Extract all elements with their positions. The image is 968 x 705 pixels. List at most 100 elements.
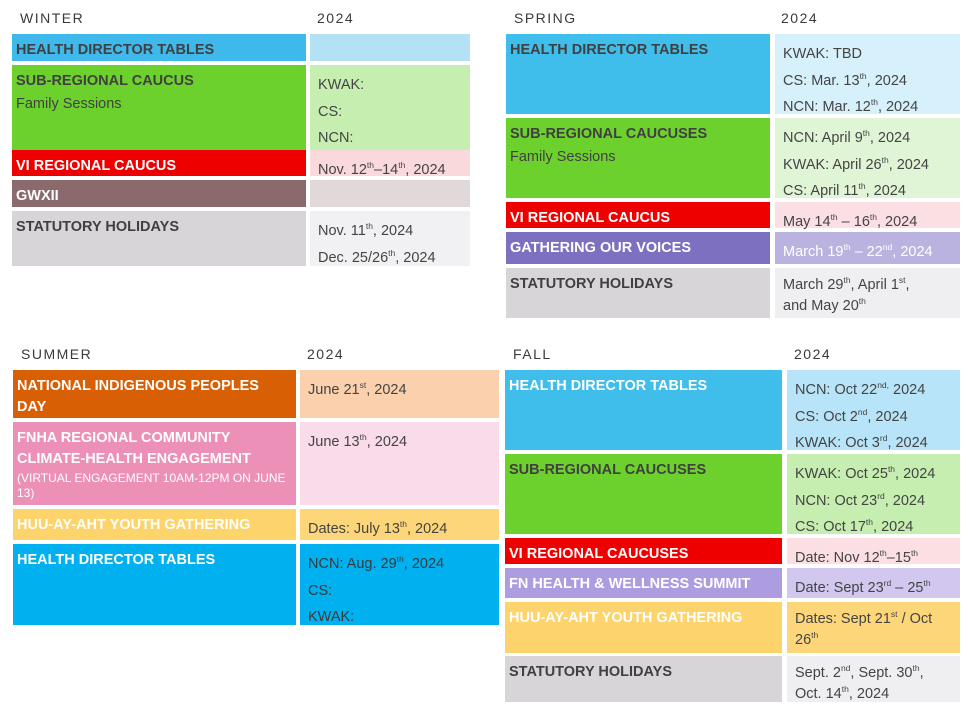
winter-row-statutory-date-line: Nov. 11th, 2024 — [318, 221, 414, 239]
winter-row-statutory-dates-cell: Nov. 11th, 2024 Dec. 25/26th, 2024 — [310, 211, 470, 266]
summer-row-health-director: HEALTH DIRECTOR TABLES NCN: Aug. 29th, 20… — [13, 544, 499, 625]
winter-row-vi-regional: VI REGIONAL CAUCUS Nov. 12th–14th, 2024 — [12, 150, 470, 178]
winter-row-sub-regional-label: SUB-REGIONAL CAUCUS — [16, 73, 194, 89]
summer-row-climate-health-label: FNHA REGIONAL COMMUNITY CLIMATE-HEALTH E… — [17, 430, 251, 467]
summer-row-health-director-date-line: NCN: Aug. 29th, 2024 — [308, 554, 445, 572]
fall-row-health-director-dates-cell: NCN: Oct 22nd, 2024 CS: Oct 2nd, 2024 KWAK… — [787, 370, 960, 451]
fall-row-statutory: STATUTORY HOLIDAYS Sept. 2nd, Sept. 30th,… — [505, 656, 960, 702]
fall-row-wellness-summit: FN HEALTH & WELLNESS SUMMIT Date: Sept 23… — [505, 568, 960, 598]
fall-row-wellness-summit-label: FN HEALTH & WELLNESS SUMMIT — [509, 576, 751, 592]
winter-row-vi-regional-label-cell: VI REGIONAL CAUCUS — [12, 150, 306, 176]
winter-row-gwxii-label: GWXII — [16, 188, 59, 204]
spring-row-statutory-date-line: March 29th, April 1st, — [783, 275, 910, 293]
summer-row-youth-gathering-dates-cell: Dates: July 13th, 2024 — [300, 509, 499, 540]
winter-row-statutory-label: STATUTORY HOLIDAYS — [16, 219, 180, 235]
summer-row-youth-gathering-date-line: Dates: July 13th, 2024 — [308, 519, 448, 537]
fall-row-health-director-date-line: CS: Oct 2nd, 2024 — [795, 406, 908, 425]
winter-row-gwxii-dates-cell — [310, 180, 470, 207]
fall-row-health-director-label-cell: HEALTH DIRECTOR TABLES — [505, 370, 782, 450]
fall-row-vi-regional-date-line: Date: Nov 12th–15th — [795, 548, 919, 566]
summer-header: SUMMER — [21, 346, 93, 362]
spring-row-vi-regional: VI REGIONAL CAUCUS May 14th – 16th, 2024 — [506, 202, 960, 230]
spring-row-sub-regional-date-line: NCN: April 9th, 2024 — [783, 128, 911, 146]
spring-row-health-director-label-cell: HEALTH DIRECTOR TABLES — [506, 34, 770, 114]
winter-row-gwxii-label-cell: GWXII — [12, 180, 306, 207]
spring-row-gathering-voices-label-cell: GATHERING OUR VOICES — [506, 232, 770, 264]
fall-row-statutory-label-cell: STATUTORY HOLIDAYS — [505, 656, 782, 702]
fall-row-health-director-label: HEALTH DIRECTOR TABLES — [509, 378, 708, 394]
winter-row-sub-regional-date-line: KWAK: — [318, 77, 365, 93]
fall-row-wellness-summit-label-cell: FN HEALTH & WELLNESS SUMMIT — [505, 568, 782, 598]
summer-section: SUMMER 2024 NATIONAL INDIGENOUS PEOPLES … — [13, 346, 499, 625]
winter-row-vi-regional-dates-cell: Nov. 12th–14th, 2024 — [310, 150, 470, 178]
spring-row-statutory-label: STATUTORY HOLIDAYS — [510, 276, 674, 292]
summer-row-health-director-label-cell: HEALTH DIRECTOR TABLES — [13, 544, 296, 625]
fall-row-statutory-label: STATUTORY HOLIDAYS — [509, 664, 673, 680]
summer-row-health-director-label: HEALTH DIRECTOR TABLES — [17, 552, 216, 568]
spring-row-statutory-dates-cell: March 29th, April 1st, and May 20th — [775, 268, 960, 318]
spring-section: SPRING 2024 HEALTH DIRECTOR TABLES KWAK: … — [506, 10, 960, 318]
spring-row-health-director-label: HEALTH DIRECTOR TABLES — [510, 42, 709, 58]
spring-row-sub-regional-label: SUB-REGIONAL CAUCUSES — [510, 126, 708, 142]
summer-row-climate-health: FNHA REGIONAL COMMUNITY CLIMATE-HEALTH E… — [13, 422, 499, 505]
winter-row-statutory-date-line: Dec. 25/26th, 2024 — [318, 247, 436, 266]
winter-row-sub-regional-date-line: NCN: — [318, 130, 354, 146]
fall-row-sub-regional-date-line: NCN: Oct 23rd, 2024 — [795, 490, 926, 509]
fall-row-youth-gathering-dates-cell: Dates: Sept 21st / Oct 26th — [787, 602, 960, 653]
summer-row-health-director-date-line: KWAK: — [308, 609, 355, 625]
winter-section: WINTER 2024 HEALTH DIRECTOR TABLES SUB-R… — [12, 10, 470, 266]
spring-row-statutory-date-line: and May 20th — [783, 296, 866, 314]
winter-row-sub-regional-date-line: CS: — [318, 103, 343, 120]
fall-row-health-director-date-line: KWAK: Oct 3rd, 2024 — [795, 433, 928, 451]
summer-row-youth-gathering-label-cell: HUU-AY-AHT YOUTH GATHERING — [13, 509, 296, 540]
winter-row-sub-regional-sublabel: Family Sessions — [16, 96, 122, 112]
spring-row-gathering-voices: GATHERING OUR VOICES March 19th – 22nd, 2… — [506, 232, 960, 264]
fall-row-health-director: HEALTH DIRECTOR TABLES NCN: Oct 22nd, 202… — [505, 370, 960, 451]
spring-row-health-director-date-line: CS: Mar. 13th, 2024 — [783, 70, 907, 89]
fall-section: FALL 2024 HEALTH DIRECTOR TABLES NCN: Oct… — [505, 346, 960, 702]
spring-row-sub-regional: SUB-REGIONAL CAUCUSES Family Sessions NCN:… — [506, 118, 960, 199]
fall-row-health-director-date-line: NCN: Oct 22nd, 2024 — [795, 380, 926, 398]
spring-row-statutory-label-cell: STATUTORY HOLIDAYS — [506, 268, 770, 318]
summer-row-indigenous-day: NATIONAL INDIGENOUS PEOPLES DAY June 21st… — [13, 370, 499, 418]
summer-row-youth-gathering: HUU-AY-AHT YOUTH GATHERING Dates: July 13… — [13, 509, 499, 540]
fall-row-youth-gathering-date-line: 26th — [795, 630, 819, 648]
fall-row-vi-regional-dates-cell: Date: Nov 12th–15th — [787, 538, 960, 566]
fall-row-sub-regional: SUB-REGIONAL CAUCUSES KWAK: Oct 25th, 202… — [505, 454, 960, 535]
summer-row-climate-health-dates-cell: June 13th, 2024 — [300, 422, 499, 505]
spring-row-sub-regional-dates-cell: NCN: April 9th, 2024 KWAK: April 26th, 20… — [775, 118, 960, 199]
spring-row-sub-regional-label-cell: SUB-REGIONAL CAUCUSES Family Sessions — [506, 118, 770, 198]
spring-row-health-director-dates-cell: KWAK: TBD CS: Mar. 13th, 2024 NCN: Mar. 12… — [775, 34, 960, 115]
spring-row-health-director: HEALTH DIRECTOR TABLES KWAK: TBD CS: Mar. … — [506, 34, 960, 115]
summer-row-youth-gathering-label: HUU-AY-AHT YOUTH GATHERING — [17, 517, 251, 533]
spring-row-sub-regional-sublabel: Family Sessions — [510, 149, 616, 165]
spring-row-sub-regional-date-line: CS: April 11th, 2024 — [783, 181, 906, 199]
winter-row-statutory-label-cell: STATUTORY HOLIDAYS — [12, 211, 306, 266]
spring-row-vi-regional-label-cell: VI REGIONAL CAUCUS — [506, 202, 770, 228]
spring-row-vi-regional-label: VI REGIONAL CAUCUS — [510, 210, 671, 226]
fall-row-sub-regional-dates-cell: KWAK: Oct 25th, 2024 NCN: Oct 23rd, 2024 C… — [787, 454, 960, 535]
spring-header: SPRING — [514, 10, 577, 26]
summer-year: 2024 — [307, 346, 345, 362]
fall-row-wellness-summit-date-line: Date: Sept 23rd – 25th — [795, 578, 931, 596]
spring-row-health-director-date-line: NCN: Mar. 12th, 2024 — [783, 97, 919, 115]
winter-row-health-director-label-cell: HEALTH DIRECTOR TABLES — [12, 34, 306, 61]
winter-row-health-director-dates-cell — [310, 34, 470, 61]
fall-row-statutory-date-line: Sept. 2nd, Sept. 30th, — [795, 663, 924, 681]
fall-row-sub-regional-label-cell: SUB-REGIONAL CAUCUSES — [505, 454, 782, 534]
spring-year: 2024 — [781, 10, 819, 26]
fall-header: FALL — [513, 346, 552, 362]
winter-row-vi-regional-label: VI REGIONAL CAUCUS — [16, 158, 177, 174]
winter-row-health-director-label: HEALTH DIRECTOR TABLES — [16, 42, 215, 58]
summer-row-indigenous-day-dates-cell: June 21st, 2024 — [300, 370, 499, 418]
fall-year: 2024 — [794, 346, 832, 362]
spring-row-gathering-voices-date-line: March 19th – 22nd, 2024 — [783, 242, 933, 260]
fall-row-sub-regional-date-line: CS: Oct 17th, 2024 — [795, 517, 914, 535]
winter-row-sub-regional: SUB-REGIONAL CAUCUS Family Sessions KWAK: C… — [12, 65, 470, 155]
winter-year: 2024 — [317, 10, 355, 26]
spring-row-statutory: STATUTORY HOLIDAYS March 29th, April 1st,… — [506, 268, 960, 318]
winter-header: WINTER — [20, 10, 85, 26]
fall-row-wellness-summit-dates-cell: Date: Sept 23rd – 25th — [787, 568, 960, 598]
winter-row-statutory: STATUTORY HOLIDAYS Nov. 11th, 2024 Dec. 25… — [12, 211, 470, 266]
spring-row-health-director-date-line: KWAK: TBD — [783, 46, 862, 62]
